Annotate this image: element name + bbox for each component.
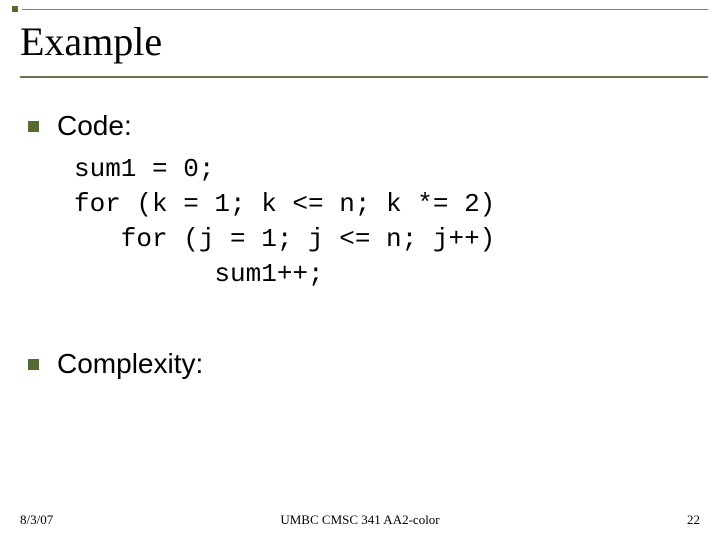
code-line-2: for (k = 1; k <= n; k *= 2) xyxy=(74,189,495,219)
title-underline xyxy=(20,76,708,78)
content-area: Code: sum1 = 0; for (k = 1; k <= n; k *=… xyxy=(28,110,700,390)
bullet-icon xyxy=(28,121,39,132)
code-line-1: sum1 = 0; xyxy=(74,154,214,184)
bullet-code: Code: xyxy=(28,110,700,142)
footer: 8/3/07 UMBC CMSC 341 AA2-color 22 xyxy=(20,512,700,528)
header-line xyxy=(22,9,708,10)
slide-title: Example xyxy=(20,18,162,65)
footer-page-number: 22 xyxy=(687,512,700,528)
bullet-complexity-label: Complexity: xyxy=(57,348,203,380)
footer-course: UMBC CMSC 341 AA2-color xyxy=(280,512,439,528)
code-line-3: for (j = 1; j <= n; j++) xyxy=(74,224,495,254)
footer-date: 8/3/07 xyxy=(20,512,53,528)
bullet-complexity: Complexity: xyxy=(28,348,700,380)
slide: Example Code: sum1 = 0; for (k = 1; k <=… xyxy=(0,0,720,540)
code-block: sum1 = 0; for (k = 1; k <= n; k *= 2) fo… xyxy=(74,152,700,292)
code-line-4: sum1++; xyxy=(74,259,324,289)
bullet-icon xyxy=(28,359,39,370)
bullet-code-label: Code: xyxy=(57,110,132,142)
header-dot xyxy=(12,6,18,12)
